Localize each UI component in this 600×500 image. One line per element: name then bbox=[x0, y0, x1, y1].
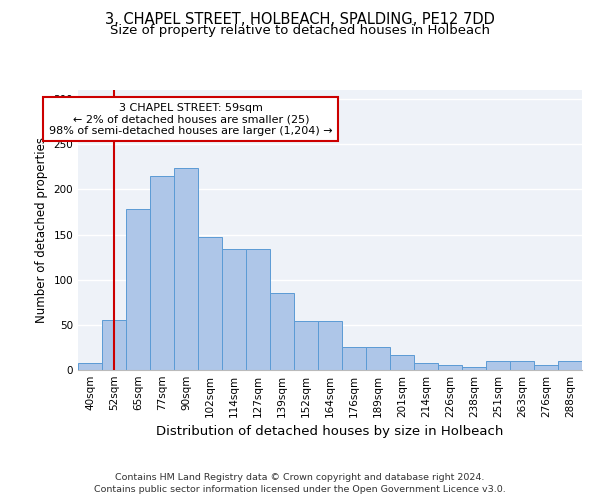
Bar bbox=[174, 168, 198, 370]
Bar bbox=[558, 361, 582, 370]
Text: 3 CHAPEL STREET: 59sqm
← 2% of detached houses are smaller (25)
98% of semi-deta: 3 CHAPEL STREET: 59sqm ← 2% of detached … bbox=[49, 102, 332, 136]
Bar bbox=[246, 249, 270, 370]
Text: Contains HM Land Registry data © Crown copyright and database right 2024.
Contai: Contains HM Land Registry data © Crown c… bbox=[94, 472, 506, 494]
X-axis label: Distribution of detached houses by size in Holbeach: Distribution of detached houses by size … bbox=[157, 426, 503, 438]
Bar bbox=[78, 363, 102, 370]
Bar bbox=[390, 354, 414, 370]
Bar bbox=[222, 249, 246, 370]
Bar bbox=[198, 237, 222, 370]
Bar bbox=[270, 293, 294, 370]
Bar bbox=[294, 321, 318, 370]
Bar bbox=[438, 366, 462, 370]
Bar bbox=[462, 368, 486, 370]
Y-axis label: Number of detached properties: Number of detached properties bbox=[35, 137, 48, 323]
Bar bbox=[486, 361, 510, 370]
Bar bbox=[102, 320, 126, 370]
Bar bbox=[150, 176, 174, 370]
Bar bbox=[342, 348, 366, 370]
Bar bbox=[510, 361, 534, 370]
Bar bbox=[414, 363, 438, 370]
Bar bbox=[366, 348, 390, 370]
Text: Size of property relative to detached houses in Holbeach: Size of property relative to detached ho… bbox=[110, 24, 490, 37]
Bar bbox=[126, 209, 150, 370]
Bar bbox=[318, 321, 342, 370]
Text: 3, CHAPEL STREET, HOLBEACH, SPALDING, PE12 7DD: 3, CHAPEL STREET, HOLBEACH, SPALDING, PE… bbox=[105, 12, 495, 28]
Bar bbox=[534, 366, 558, 370]
